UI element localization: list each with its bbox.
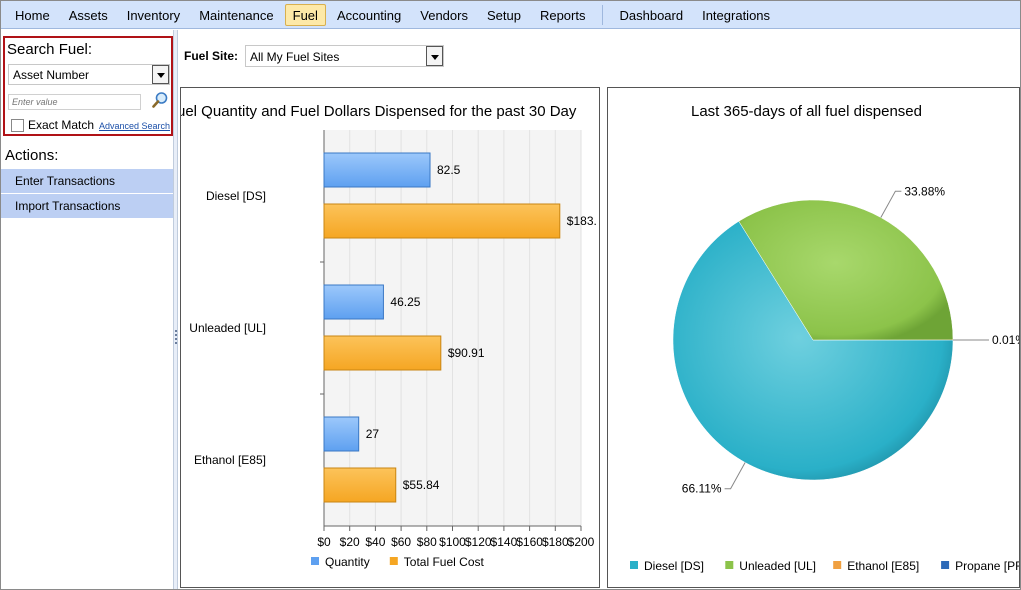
- pie-leader-line: [880, 190, 902, 218]
- legend-swatch: [630, 561, 638, 569]
- x-tick-label: $140: [491, 535, 518, 549]
- import-transactions-action[interactable]: Import Transactions: [1, 194, 173, 218]
- advanced-search-link[interactable]: Advanced Search: [99, 121, 171, 131]
- diesel-slice: [672, 220, 954, 481]
- legend-swatch: [311, 557, 319, 565]
- x-tick-label: $60: [391, 535, 411, 549]
- category-label: Diesel [DS]: [206, 189, 266, 203]
- menu-integrations[interactable]: Integrations: [702, 7, 771, 23]
- bar-value-label: 46.25: [390, 295, 420, 309]
- x-tick-label: $40: [365, 535, 385, 549]
- menu-fuel[interactable]: Fuel: [284, 3, 326, 26]
- legend-swatch: [389, 557, 398, 565]
- cost-bar: [323, 203, 561, 239]
- category-label: Unleaded [UL]: [189, 321, 266, 335]
- menu-maintenance[interactable]: Maintenance: [199, 7, 274, 23]
- bar-value-label: $55.84: [403, 478, 440, 492]
- fuel-site-label: Fuel Site:: [184, 49, 239, 63]
- cost-bar: [323, 467, 397, 503]
- bar-chart-panel: uel Quantity and Fuel Dollars Dispensed …: [180, 87, 600, 588]
- menu-setup[interactable]: Setup: [486, 7, 521, 23]
- fuel-site-select[interactable]: All My Fuel Sites: [245, 45, 444, 67]
- pie-value-label: 33.88%: [904, 184, 945, 198]
- chevron-down-icon[interactable]: [152, 65, 169, 84]
- search-value-input[interactable]: [8, 94, 141, 110]
- quantity-bar: [323, 416, 360, 452]
- legend-label: Unleaded [UL]: [739, 559, 816, 573]
- x-tick-label: $200: [568, 535, 595, 549]
- x-tick-label: $100: [439, 535, 466, 549]
- search-field-select[interactable]: Asset Number: [8, 64, 170, 85]
- legend-label: Propane [PRO]: [955, 559, 1020, 573]
- menu-separator: [602, 4, 604, 25]
- bar-value-label: $90.91: [448, 346, 485, 360]
- pie-value-label: 0.01%: [992, 333, 1020, 347]
- x-tick-label: $0: [317, 535, 331, 549]
- x-tick-label: $20: [340, 535, 360, 549]
- bar-value-label: 27: [366, 427, 380, 441]
- category-label: Ethanol [E85]: [194, 453, 266, 467]
- legend-swatch: [725, 561, 734, 569]
- x-tick-label: $160: [516, 535, 543, 549]
- legend-label: Total Fuel Cost: [404, 555, 485, 569]
- pie-chart-title: Last 365-days of all fuel dispensed: [691, 103, 922, 120]
- bar-value-label: $183.: [567, 214, 597, 228]
- legend-label: Quantity: [325, 555, 370, 569]
- menu-home[interactable]: Home: [15, 7, 50, 23]
- exact-match-checkbox[interactable]: [11, 119, 24, 132]
- legend-label: Ethanol [E85]: [847, 559, 919, 573]
- menu-inventory[interactable]: Inventory: [126, 7, 181, 23]
- unleaded-slice: [738, 199, 954, 341]
- bar-chart-title: uel Quantity and Fuel Dollars Dispensed …: [180, 103, 577, 120]
- menu-reports[interactable]: Reports: [539, 7, 586, 23]
- chevron-down-icon[interactable]: [426, 46, 443, 66]
- legend-swatch: [833, 561, 842, 569]
- menu-vendors[interactable]: Vendors: [420, 7, 468, 23]
- quantity-bar: [323, 284, 384, 320]
- pie-value-label: 66.11%: [682, 482, 722, 496]
- cost-bar: [323, 335, 442, 371]
- magnifier-search-icon[interactable]: [151, 91, 169, 109]
- main-menu-bar: Home Assets Inventory Maintenance Fuel A…: [1, 1, 1020, 29]
- bar-value-label: 82.5: [437, 163, 461, 177]
- search-fuel-box: Search Fuel: Asset Number Exact Match Ad…: [3, 36, 173, 136]
- menu-accounting[interactable]: Accounting: [336, 7, 402, 23]
- menu-dashboard[interactable]: Dashboard: [619, 7, 684, 23]
- legend-label: Diesel [DS]: [644, 559, 704, 573]
- pie-chart-panel: Last 365-days of all fuel dispensed 66.1…: [607, 87, 1020, 588]
- x-tick-label: $80: [417, 535, 437, 549]
- bar-chart: $0 $20 $40 $60 $80 $100$120$140$160$180$200 Di…: [189, 130, 597, 569]
- actions-title: Actions:: [5, 147, 59, 164]
- fuel-site-value: All My Fuel Sites: [250, 50, 340, 64]
- legend-swatch: [941, 561, 950, 569]
- x-tick-label: $180: [542, 535, 569, 549]
- x-tick-label: $120: [465, 535, 492, 549]
- pie-chart: 66.11% 33.88% 0.01% Diesel [DS] Unleaded [UL…: [630, 184, 1020, 573]
- splitter-grip-icon: [175, 330, 177, 344]
- search-field-value: Asset Number: [13, 68, 90, 82]
- panel-splitter[interactable]: [173, 30, 178, 589]
- menu-assets[interactable]: Assets: [68, 7, 108, 23]
- enter-transactions-action[interactable]: Enter Transactions: [1, 169, 173, 193]
- search-title: Search Fuel:: [7, 41, 93, 58]
- pie-leader-line: [724, 462, 746, 490]
- exact-match-label: Exact Match: [28, 118, 95, 132]
- quantity-bar: [323, 152, 431, 188]
- left-panel: Search Fuel: Asset Number Exact Match Ad…: [1, 30, 173, 589]
